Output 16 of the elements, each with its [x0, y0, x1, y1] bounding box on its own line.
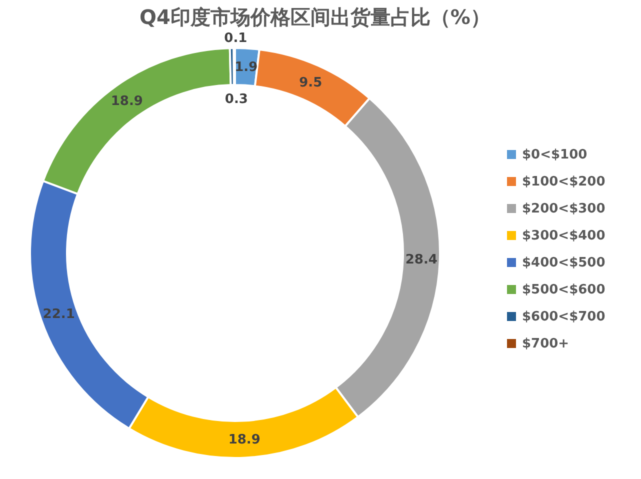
data-label: 28.4 [405, 252, 438, 268]
legend-label: $500<$600 [522, 282, 606, 298]
chart-title: Q4印度市场价格区间出货量占比（%） [140, 5, 490, 29]
data-label: 18.9 [110, 94, 143, 110]
legend-label: $300<$400 [522, 228, 606, 244]
legend-label: $600<$700 [522, 310, 606, 324]
data-label: 0.3 [224, 92, 248, 108]
data-label: 9.5 [299, 76, 322, 91]
data-label: 18.9 [228, 432, 260, 448]
legend-label: $200<$300 [522, 202, 606, 216]
legend-label: $0<$100 [522, 148, 588, 162]
data-label: 22.1 [42, 307, 75, 322]
legend-label: $700+ [522, 336, 570, 352]
legend-label: $100<$200 [522, 174, 606, 190]
data-label: 0.1 [224, 31, 248, 46]
legend-label: $400<$500 [522, 256, 606, 270]
